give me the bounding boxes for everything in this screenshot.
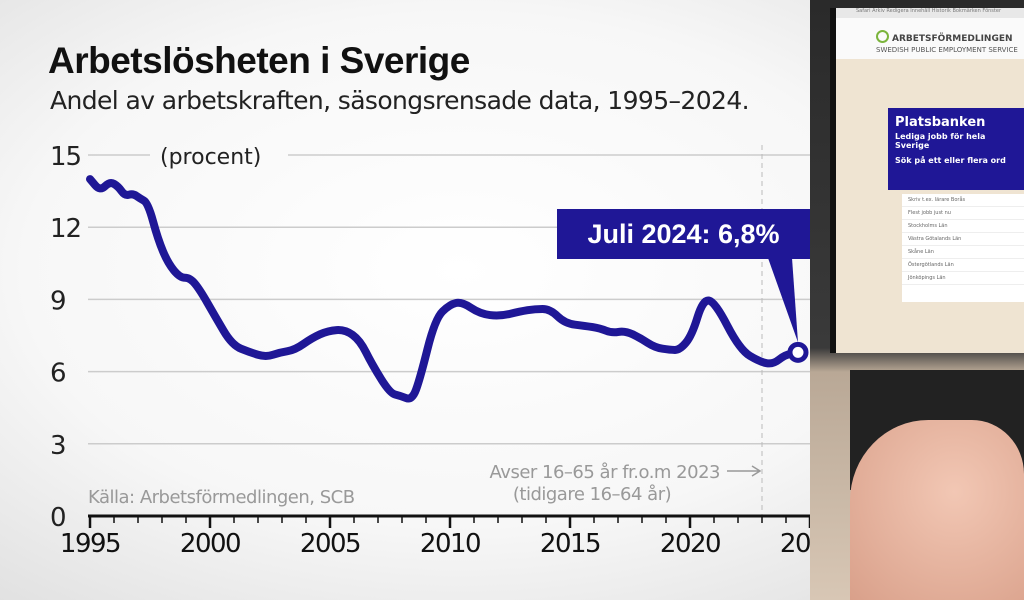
x-tick-label: 2000: [180, 529, 240, 559]
x-tick-label: 2015: [540, 529, 600, 559]
laptop-screen: Safari Arkiv Redigera Innehåll Historik …: [830, 8, 1024, 353]
y-tick-label: 0: [50, 503, 66, 533]
source-note: Källa: Arbetsförmedlingen, SCB: [88, 487, 355, 508]
list-item: Östergötlands Län: [902, 259, 1024, 272]
logo-icon: [876, 30, 889, 43]
arrow-icon: [727, 465, 762, 477]
x-tick-label: 2010: [420, 529, 480, 559]
platsbanken-heading: Platsbanken: [895, 115, 986, 130]
age-note: (tidigare 16–64 år): [513, 484, 671, 505]
x-tick-label: 2020: [660, 529, 720, 559]
brand-logo: ARBETSFÖRMEDLINGEN SWEDISH PUBLIC EMPLOYM…: [836, 18, 1024, 59]
region-dropdown: Skriv t.ex. lärare Borås Flest jobb just…: [902, 194, 1024, 302]
browser-menubar: Safari Arkiv Redigera Innehåll Historik …: [836, 8, 1024, 18]
series-line: [86, 175, 802, 403]
search-input: Skriv t.ex. lärare Borås: [902, 194, 1024, 207]
laptop-photo: Safari Arkiv Redigera Innehåll Historik …: [810, 0, 1024, 600]
platsbanken-panel: Platsbanken Lediga jobb för hela Sverige…: [888, 108, 1024, 190]
y-tick-label: 6: [50, 359, 66, 389]
callout-label: Juli 2024: 6,8%: [557, 209, 810, 259]
brand-subtitle: SWEDISH PUBLIC EMPLOYMENT SERVICE: [876, 46, 1018, 54]
x-tick-label: 2005: [300, 529, 360, 559]
y-axis-label: (procent): [160, 145, 261, 170]
chart-subtitle: Andel av arbetskraften, säsongsrensade d…: [50, 86, 750, 115]
list-item: Stockholms Län: [902, 220, 1024, 233]
platsbanken-subheading: Lediga jobb för hela Sverige: [895, 132, 986, 150]
y-tick-label: 15: [50, 142, 81, 172]
y-tick-label: 3: [50, 431, 66, 461]
chart-title: Arbetslösheten i Sverige: [48, 40, 470, 81]
x-tick-label: 1995: [60, 529, 120, 559]
callout-marker: [787, 341, 809, 363]
list-item: Västra Götalands Län: [902, 233, 1024, 246]
age-note: Avser 16–65 år fr.o.m 2023: [490, 462, 721, 483]
list-item: Jönköpings Län: [902, 272, 1024, 285]
callout-pointer: [768, 258, 798, 343]
search-label: Sök på ett eller flera ord: [895, 156, 1006, 165]
list-item: Skåne Län: [902, 246, 1024, 259]
list-header: Flest jobb just nu: [902, 207, 1024, 220]
hand: [850, 420, 1024, 600]
y-tick-label: 9: [50, 286, 66, 316]
brand-name: ARBETSFÖRMEDLINGEN: [892, 34, 1013, 44]
y-tick-label: 12: [50, 214, 81, 244]
